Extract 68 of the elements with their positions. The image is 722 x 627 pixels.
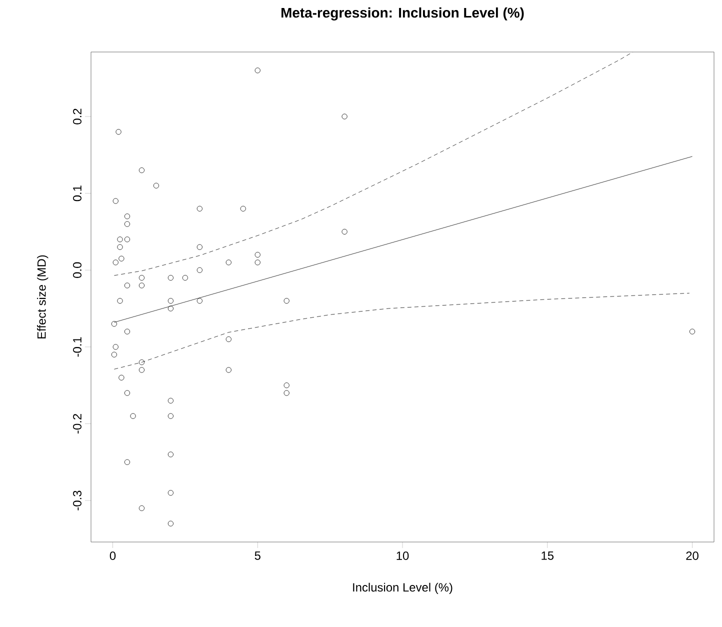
point [168, 490, 174, 496]
point [168, 452, 174, 458]
y-tick-label: -0.1 [73, 337, 82, 357]
point [226, 336, 232, 342]
point [168, 520, 174, 526]
point [118, 256, 124, 262]
point [196, 244, 202, 250]
point [342, 114, 348, 120]
point [138, 505, 145, 512]
point [168, 398, 174, 404]
point [254, 252, 260, 258]
x-tick-label: 20 [686, 552, 698, 560]
point [168, 306, 174, 312]
x-tick-label: 0 [110, 552, 116, 560]
point [111, 321, 117, 327]
point [168, 298, 174, 304]
point [130, 413, 136, 419]
point [124, 214, 130, 220]
point [124, 328, 130, 334]
point [118, 374, 124, 380]
point [182, 274, 188, 281]
point [284, 298, 290, 304]
line-series [114, 52, 634, 276]
point [284, 390, 290, 396]
point [240, 206, 246, 212]
point [226, 260, 232, 266]
point [117, 298, 123, 304]
point [124, 390, 130, 396]
point [124, 221, 130, 227]
point [112, 260, 118, 266]
point [112, 198, 118, 204]
line-series [114, 292, 690, 370]
y-axis-title: Effect size (MD) [37, 255, 48, 338]
x-tick-label: 10 [396, 552, 409, 560]
chart-title: Meta-regression: Inclusion Level (%) [282, 7, 524, 20]
point [112, 344, 118, 350]
point [138, 282, 145, 288]
y-tick-label: -0.2 [73, 414, 82, 434]
point [284, 382, 290, 388]
x-tick-label: 5 [254, 552, 260, 560]
point [689, 328, 696, 334]
point [111, 352, 117, 358]
y-tick-label: 0.1 [73, 186, 82, 202]
point [196, 267, 202, 273]
point [124, 282, 130, 288]
y-tick-label: 0.2 [73, 108, 82, 124]
point [117, 244, 123, 250]
point [124, 236, 130, 242]
point [226, 367, 232, 373]
point [168, 413, 174, 419]
point [117, 236, 123, 242]
y-tick-label: -0.3 [73, 490, 82, 510]
point [138, 274, 145, 281]
point [153, 182, 159, 188]
x-axis-title: Inclusion Level (%) [353, 582, 452, 594]
point [116, 129, 122, 135]
point [138, 167, 145, 174]
point [254, 260, 260, 266]
point [124, 459, 130, 465]
point [138, 359, 145, 366]
point [168, 274, 174, 281]
point [342, 228, 348, 235]
point [254, 68, 260, 74]
x-tick-label: 15 [542, 552, 554, 560]
point [196, 206, 202, 212]
point [138, 367, 145, 373]
y-tick-label: 0.0 [73, 262, 82, 278]
point [196, 298, 202, 304]
